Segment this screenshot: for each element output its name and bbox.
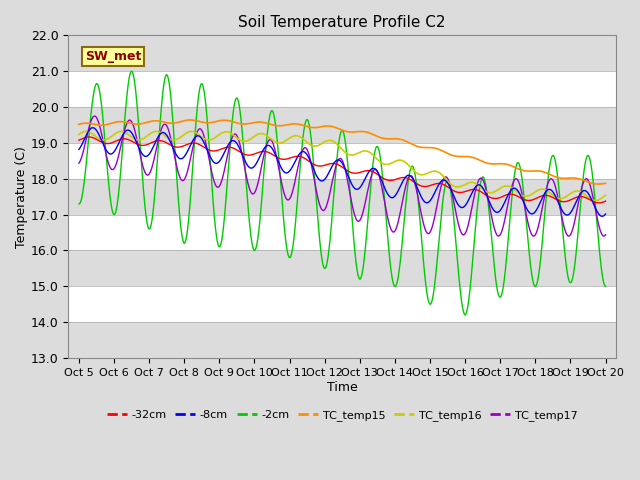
Bar	[68, 322, 616, 358]
Bar	[68, 71, 616, 107]
Bar	[68, 143, 616, 179]
Text: SW_met: SW_met	[85, 50, 141, 63]
Bar	[68, 179, 616, 215]
Legend: -32cm, -8cm, -2cm, TC_temp15, TC_temp16, TC_temp17: -32cm, -8cm, -2cm, TC_temp15, TC_temp16,…	[102, 406, 582, 425]
Bar	[68, 286, 616, 322]
Y-axis label: Temperature (C): Temperature (C)	[15, 146, 28, 248]
Bar	[68, 215, 616, 251]
X-axis label: Time: Time	[327, 381, 358, 394]
Bar	[68, 36, 616, 71]
Bar	[68, 251, 616, 286]
Title: Soil Temperature Profile C2: Soil Temperature Profile C2	[239, 15, 446, 30]
Bar	[68, 107, 616, 143]
